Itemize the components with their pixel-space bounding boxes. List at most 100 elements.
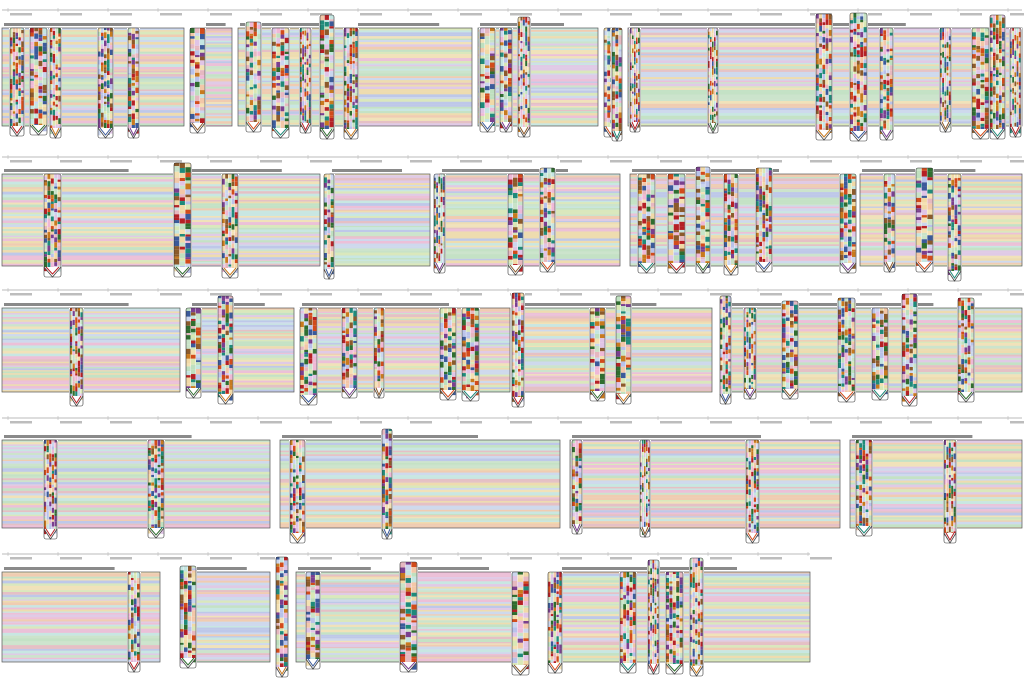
bubble-lane-segment <box>442 227 445 234</box>
path-stripe <box>478 31 598 34</box>
bubble-lane-segment <box>504 28 508 31</box>
path-stripe <box>356 44 472 47</box>
bubble-lane-segment <box>306 67 309 71</box>
bubble-lane-segment <box>525 26 528 32</box>
bubble-lane-segment <box>520 40 523 44</box>
bubble-lane-segment <box>734 178 738 183</box>
bubble-lane-segment <box>630 90 632 94</box>
bubble-lane-segment <box>891 248 895 254</box>
bubble-lane-segment <box>44 234 47 239</box>
bubble-lane-segment <box>12 48 16 52</box>
variant-bubble <box>723 173 739 276</box>
bubble-lane-segment <box>185 201 191 205</box>
bubble-lane-segment <box>727 204 731 210</box>
bubble-lane-segment <box>346 66 350 71</box>
path-stripe <box>238 48 354 50</box>
bubble-lane-segment <box>55 84 58 91</box>
bubble-lane-segment <box>190 118 195 123</box>
bubble-lane-segment <box>50 65 53 71</box>
bubble-lane-segment <box>828 105 832 109</box>
bubble-lane-segment <box>47 262 51 268</box>
bubble-lane-segment <box>520 89 523 92</box>
bubble-lane-segment <box>38 86 43 90</box>
bubble-lane-segment <box>822 105 826 111</box>
bubble-lane-segment <box>500 62 504 67</box>
bubble-lane-segment <box>642 174 647 178</box>
bubble-lane-segment <box>850 63 853 69</box>
bubble-lane-segment <box>618 49 622 52</box>
bubble-lane-segment <box>253 93 257 99</box>
bubble-lane-segment <box>547 168 551 174</box>
bubble-lane-segment <box>352 105 355 109</box>
bubble-lane-segment <box>944 110 947 117</box>
bubble-lane-segment <box>714 28 716 32</box>
bubble-lane-segment <box>98 46 101 52</box>
path-stripe <box>2 250 180 253</box>
bubble-lane-segment <box>58 39 61 44</box>
bubble-lane-segment <box>980 48 985 54</box>
bubble-lane-segment <box>44 232 47 235</box>
bubble-lane-segment <box>249 67 254 71</box>
bubble-lane-segment <box>825 88 829 95</box>
bubble-lane-segment <box>228 231 232 238</box>
bubble-lane-segment <box>518 238 523 244</box>
bubble-lane-segment <box>972 120 976 127</box>
path-stripe <box>478 120 598 124</box>
bubble-lane-segment <box>638 28 640 32</box>
bubble-outline <box>43 173 62 278</box>
path-stripe <box>330 180 430 184</box>
bubble-lane-segment <box>58 51 61 54</box>
bubble-lane-segment <box>436 187 438 193</box>
bubble-lane-segment <box>42 42 47 47</box>
bubble-lane-segment <box>272 33 276 38</box>
bubble-lane-segment <box>234 186 238 191</box>
bubble-lane-segment <box>891 179 895 185</box>
bubble-lane-segment <box>1012 115 1014 118</box>
bubble-lane-segment <box>15 43 18 47</box>
bubble-lane-segment <box>225 181 228 188</box>
bubble-lane-segment <box>825 58 829 64</box>
bubble-lane-segment <box>18 72 21 78</box>
bubble-lane-segment <box>850 25 853 30</box>
bubble-lane-segment <box>638 174 642 178</box>
alignment-block <box>203 23 233 127</box>
bubble-lane-segment <box>710 100 712 107</box>
bubble-lane-segment <box>916 212 922 218</box>
bubble-lane-segment <box>200 103 205 108</box>
bubble-lane-segment <box>916 197 922 203</box>
bubble-lane-segment <box>50 93 53 98</box>
bubble-lane-segment <box>880 94 883 99</box>
bubble-lane-segment <box>135 37 139 40</box>
path-stripe <box>238 109 354 112</box>
path-stripe <box>2 262 180 264</box>
bubble-lane-segment <box>856 16 860 20</box>
bubble-lane-segment <box>856 70 860 74</box>
bubble-lane-segment <box>490 28 495 32</box>
bubble-lane-segment <box>200 56 205 61</box>
path-stripe <box>478 38 598 42</box>
bubble-lane-segment <box>825 48 829 51</box>
path-stripe <box>478 115 598 119</box>
bubble-lane-segment <box>840 196 844 203</box>
bubble-lane-segment <box>727 260 731 266</box>
bubble-lane-segment <box>540 209 544 215</box>
bubble-lane-segment <box>946 95 949 101</box>
bubble-lane-segment <box>993 15 996 21</box>
bubble-lane-segment <box>765 216 769 219</box>
bubble-lane-segment <box>10 56 13 59</box>
bubble-lane-segment <box>10 118 13 124</box>
bubble-lane-segment <box>940 45 942 48</box>
bubble-lane-segment <box>946 112 949 119</box>
path-stripe <box>478 82 598 86</box>
bubble-lane-segment <box>135 57 139 62</box>
path-stripe <box>2 174 180 176</box>
path-stripe <box>860 206 1022 208</box>
bubble-lane-segment <box>135 76 139 83</box>
path-stripe <box>330 243 430 247</box>
bubble-lane-segment <box>222 260 225 265</box>
bubble-lane-segment <box>436 213 438 218</box>
bubble-lane-segment <box>856 13 860 17</box>
bubble-lane-segment <box>327 243 331 249</box>
bubble-lane-segment <box>128 43 132 50</box>
bubble-lane-segment <box>135 39 139 45</box>
